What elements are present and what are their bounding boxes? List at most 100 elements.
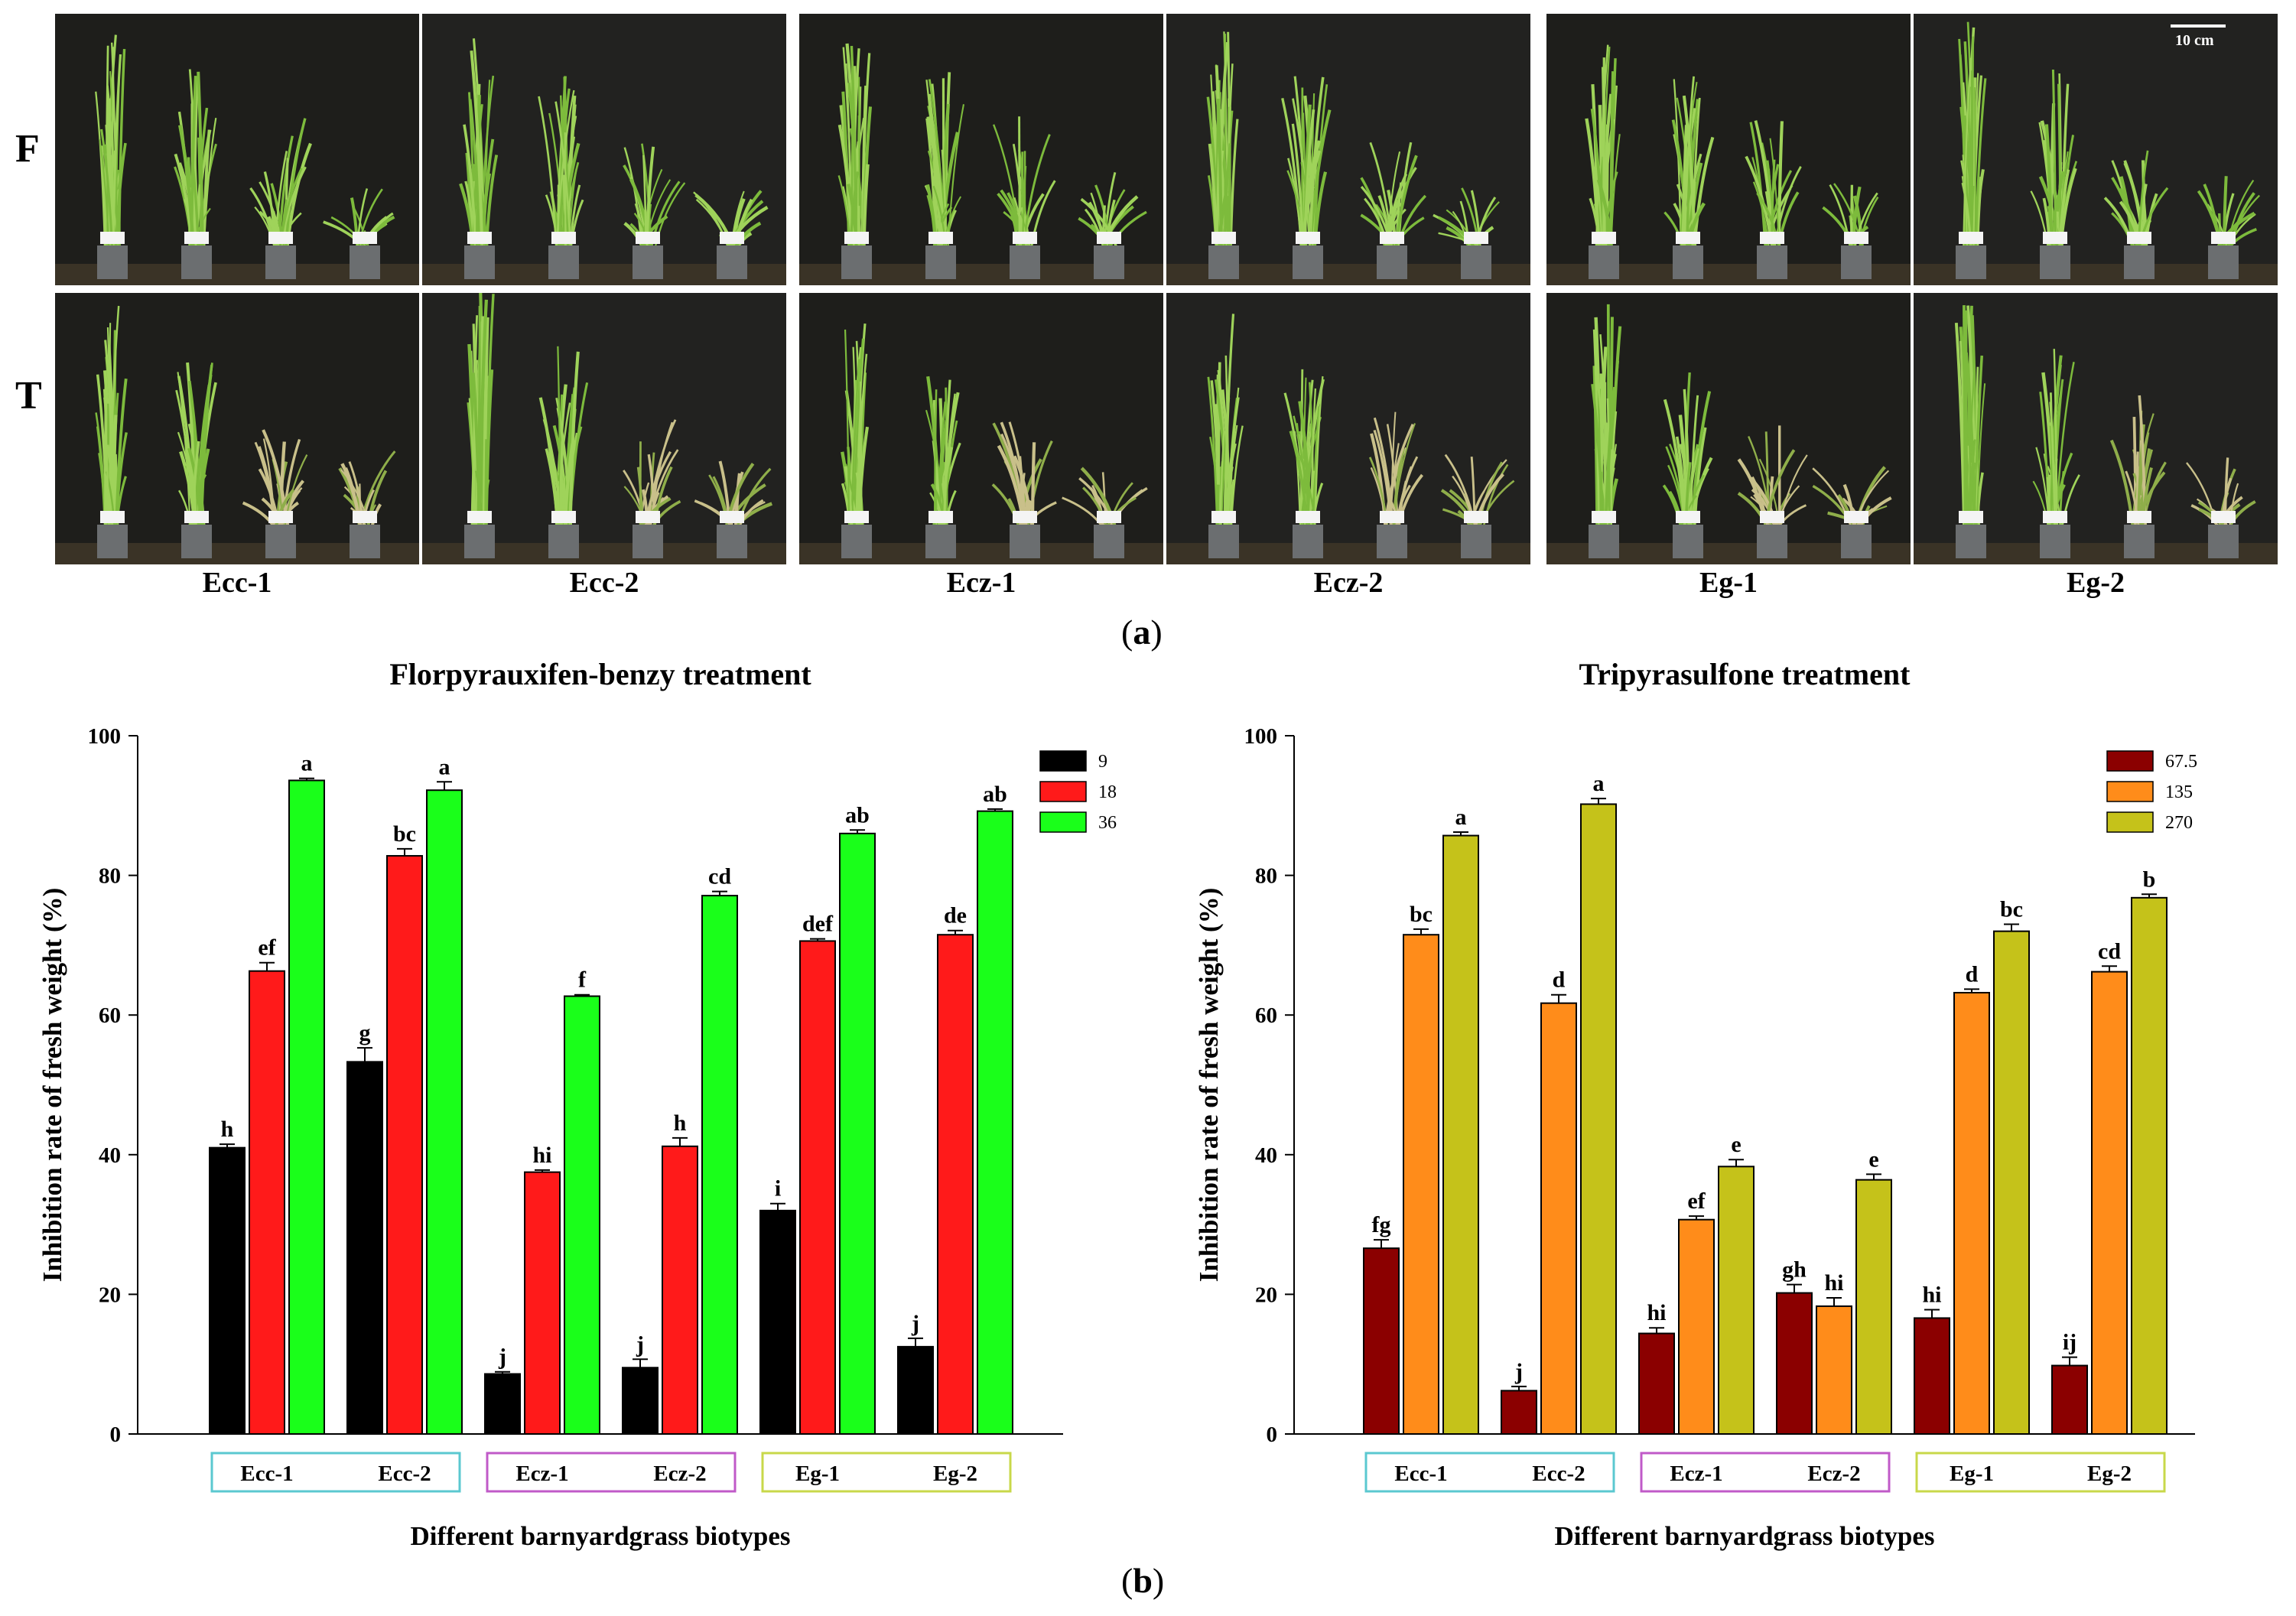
significance-letter: hi xyxy=(1922,1282,1941,1307)
bar-67.5-Ecz-2 xyxy=(1776,1292,1813,1435)
y-tick-label: 20 xyxy=(99,1283,121,1307)
bar-270-Ecc-1 xyxy=(1442,834,1479,1435)
bar-18-Ecz-2 xyxy=(662,1145,698,1435)
significance-letter: cd xyxy=(2098,938,2121,964)
significance-letter: fg xyxy=(1372,1212,1391,1237)
significance-letter: a xyxy=(439,754,450,779)
bar-36-Eg-1 xyxy=(839,832,876,1435)
y-tick-label: 0 xyxy=(1267,1423,1278,1447)
significance-letter: f xyxy=(578,967,587,993)
photo-t-ecz-2 xyxy=(1166,293,1530,564)
bar-135-Ecz-2 xyxy=(1816,1305,1852,1436)
biotype-label-ecz-1: Ecz-1 xyxy=(946,567,1016,599)
photo-f-ecc-2 xyxy=(422,14,786,285)
bar-135-Ecz-1 xyxy=(1678,1218,1715,1435)
photo-t-ecc-1 xyxy=(55,293,419,564)
bar-9-Ecz-2 xyxy=(622,1367,659,1436)
bar-18-Ecc-1 xyxy=(249,970,285,1435)
y-tick-label: 40 xyxy=(99,1143,121,1168)
bar-67.5-Ecz-1 xyxy=(1638,1332,1675,1436)
group-box-2 xyxy=(486,1452,737,1493)
legend-swatch xyxy=(1039,781,1087,802)
group-box-3 xyxy=(761,1452,1012,1493)
bar-18-Ecc-2 xyxy=(386,855,423,1435)
x-tick-label: Ecz-2 xyxy=(653,1462,706,1486)
bar-270-Eg-1 xyxy=(1993,930,2030,1435)
significance-letter: d xyxy=(1553,967,1566,993)
x-tick-label: Eg-2 xyxy=(933,1462,977,1486)
significance-letter: hi xyxy=(532,1143,551,1168)
photo-t-ecz-1 xyxy=(799,293,1163,564)
panel-label-b-letter: b xyxy=(1133,1561,1153,1600)
significance-letter: bc xyxy=(2000,897,2023,922)
bar-36-Ecz-1 xyxy=(564,995,600,1435)
significance-letter: h xyxy=(221,1117,234,1142)
panel-label-b: (b) xyxy=(1121,1561,1165,1600)
biotype-label-eg-2: Eg-2 xyxy=(2067,567,2125,599)
group-box-2 xyxy=(1640,1452,1891,1493)
photo-f-eg-1 xyxy=(1546,14,1911,285)
legend-swatch xyxy=(1039,750,1087,772)
bar-270-Ecz-1 xyxy=(1718,1166,1755,1435)
bar-9-Ecc-1 xyxy=(209,1146,246,1435)
photo-f-ecz-1 xyxy=(799,14,1163,285)
bar-18-Eg-1 xyxy=(799,940,836,1435)
y-tick-label: 100 xyxy=(88,724,122,749)
scale-bar xyxy=(2171,24,2226,28)
photo-f-eg-2 xyxy=(1914,14,2278,285)
legend-swatch xyxy=(1039,811,1087,833)
bar-135-Ecc-2 xyxy=(1540,1002,1577,1435)
legend-label: 135 xyxy=(2165,782,2193,802)
significance-letter: gh xyxy=(1782,1257,1807,1283)
significance-letter: ef xyxy=(258,935,276,961)
significance-letter: def xyxy=(802,912,834,937)
x-tick-label: Ecz-2 xyxy=(1807,1462,1860,1486)
biotype-label-ecz-2: Ecz-2 xyxy=(1313,567,1384,599)
significance-letter: cd xyxy=(708,864,731,889)
bar-9-Eg-2 xyxy=(897,1345,934,1435)
significance-letter: ab xyxy=(983,782,1007,807)
y-axis-label: Inhibition rate of fresh weight (%) xyxy=(1194,888,1224,1283)
y-axis-label: Inhibition rate of fresh weight (%) xyxy=(37,888,67,1283)
bar-135-Eg-1 xyxy=(1953,991,1990,1435)
y-tick-label: 20 xyxy=(1255,1283,1277,1307)
tripyrasulfone-chart: Tripyrasulfone treatment 0 20 40 60 80 100 Inhi… xyxy=(1194,657,2197,1551)
x-tick-label: Ecz-1 xyxy=(1670,1462,1722,1486)
bar-9-Ecc-2 xyxy=(346,1061,383,1435)
significance-letter: d xyxy=(1966,961,1979,987)
significance-letter: j xyxy=(911,1311,919,1336)
significance-letter: ef xyxy=(1687,1188,1706,1214)
significance-letter: ab xyxy=(845,802,870,828)
bar-36-Ecc-2 xyxy=(426,789,463,1436)
legend-label: 67.5 xyxy=(2165,752,2197,772)
y-tick-label: 80 xyxy=(99,864,121,889)
bar-18-Eg-2 xyxy=(937,934,974,1435)
significance-letter: bc xyxy=(1410,902,1433,927)
photo-t-eg-1 xyxy=(1546,293,1911,564)
biotype-label-eg-1: Eg-1 xyxy=(1699,567,1758,599)
scale-bar-label: 10 cm xyxy=(2175,32,2214,49)
row-label-f: F xyxy=(15,127,40,171)
significance-letter: b xyxy=(2143,867,2156,892)
photo-panel: F T 10 cm Ecc-1 Ecc-2 Ecz-1 Ecz-2 Eg-1 E… xyxy=(0,0,2296,658)
panel-label-a-letter: a xyxy=(1133,613,1151,652)
florpyrauxifen-chart: Florpyrauxifen-benzy treatment 0 20 40 60 80 1… xyxy=(37,657,1117,1551)
significance-letter: hi xyxy=(1824,1270,1843,1296)
y-tick-label: 40 xyxy=(1255,1143,1277,1168)
bar-9-Ecz-1 xyxy=(484,1373,521,1435)
panel-label-a: (a) xyxy=(1121,613,1163,652)
significance-letter: j xyxy=(1514,1359,1523,1384)
x-tick-label: Ecc-2 xyxy=(1532,1462,1585,1486)
x-tick-label: Ecz-1 xyxy=(515,1462,568,1486)
bar-9-Eg-1 xyxy=(759,1209,796,1436)
photo-t-eg-2 xyxy=(1914,293,2278,564)
significance-letter: h xyxy=(674,1110,687,1136)
x-tick-label: Eg-1 xyxy=(1950,1462,1994,1486)
significance-letter: bc xyxy=(393,821,416,847)
bar-18-Ecz-1 xyxy=(524,1171,561,1435)
bar-67.5-Ecc-1 xyxy=(1363,1247,1400,1436)
photo-t-ecc-2 xyxy=(422,293,786,564)
significance-letter: j xyxy=(498,1344,506,1370)
y-tick-label: 60 xyxy=(1255,1003,1277,1028)
x-tick-label: Eg-2 xyxy=(2087,1462,2132,1486)
